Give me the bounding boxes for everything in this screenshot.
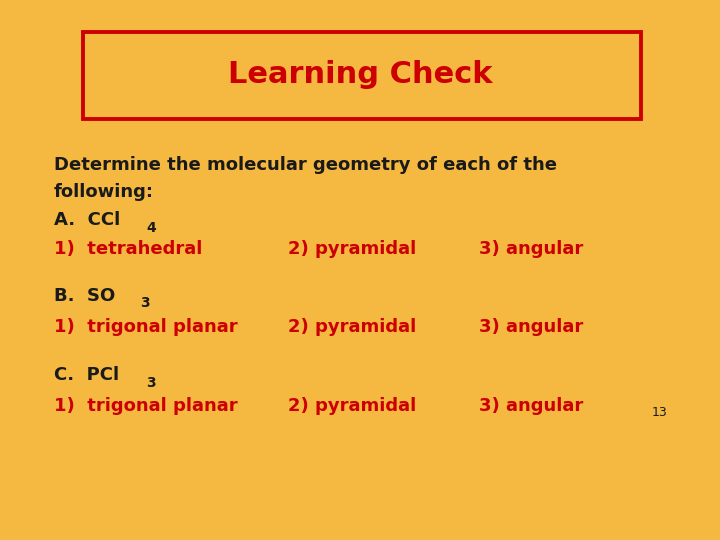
Text: A.  CCl: A. CCl <box>54 211 120 230</box>
Text: 13: 13 <box>652 406 667 419</box>
Text: 4: 4 <box>146 221 156 235</box>
Text: 3: 3 <box>140 296 150 310</box>
Text: 2) pyramidal: 2) pyramidal <box>288 240 416 259</box>
Text: 3) angular: 3) angular <box>479 397 583 415</box>
Text: 2) pyramidal: 2) pyramidal <box>288 318 416 336</box>
Text: 3) angular: 3) angular <box>479 318 583 336</box>
Text: 1)  tetrahedral: 1) tetrahedral <box>54 240 202 259</box>
Text: 1)  trigonal planar: 1) trigonal planar <box>54 397 238 415</box>
Text: B.  SO: B. SO <box>54 287 115 305</box>
Text: 3) angular: 3) angular <box>479 240 583 259</box>
Text: following:: following: <box>54 183 154 201</box>
Text: 2) pyramidal: 2) pyramidal <box>288 397 416 415</box>
Text: 3: 3 <box>146 376 156 390</box>
Text: Learning Check: Learning Check <box>228 60 492 89</box>
Text: C.  PCl: C. PCl <box>54 366 119 384</box>
Text: Determine the molecular geometry of each of the: Determine the molecular geometry of each… <box>54 156 557 174</box>
Text: 1)  trigonal planar: 1) trigonal planar <box>54 318 238 336</box>
FancyBboxPatch shape <box>83 32 641 119</box>
